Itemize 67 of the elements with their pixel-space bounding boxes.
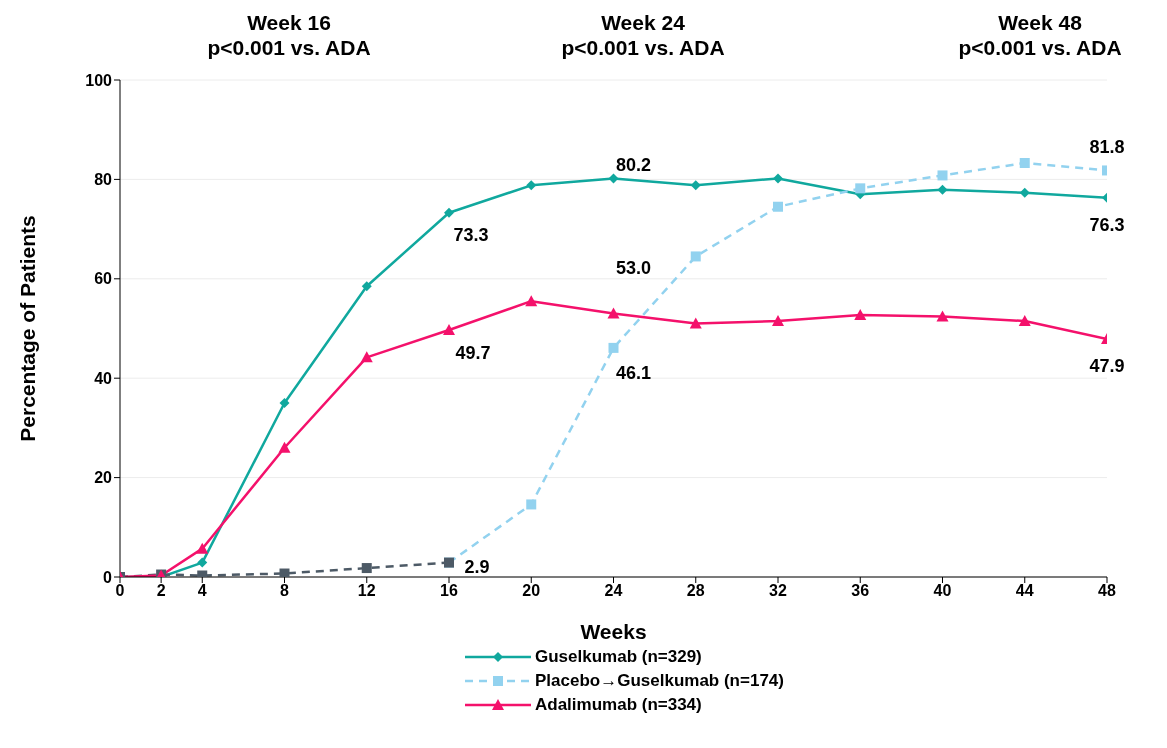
x-tick-label: 28 <box>686 582 705 600</box>
x-tick-label: 12 <box>357 582 376 600</box>
x-axis-title: Weeks <box>580 620 647 643</box>
x-tick-label: 32 <box>769 582 787 600</box>
annotation: 73.3 <box>453 225 489 246</box>
point <box>197 557 208 568</box>
point <box>937 184 948 195</box>
x-tick-label: 8 <box>280 582 290 600</box>
point <box>279 568 290 577</box>
point <box>854 309 867 321</box>
annotation: 2.9 <box>464 557 490 578</box>
point <box>278 441 291 453</box>
y-tick-label: 80 <box>94 171 113 189</box>
point <box>1019 158 1030 168</box>
annotation: 80.2 <box>615 155 652 176</box>
y-tick-label: 100 <box>85 71 113 89</box>
point <box>526 499 537 510</box>
x-tick-label: 48 <box>1098 582 1116 600</box>
point <box>196 542 209 554</box>
y-tick-label: 20 <box>94 469 113 487</box>
x-tick-label: 2 <box>156 582 166 600</box>
point <box>772 315 784 327</box>
x-tick-label: 24 <box>604 582 623 600</box>
legend-label: Placebo→Guselkumab (n=174) <box>535 671 784 691</box>
point <box>773 173 783 184</box>
text: Week 16 p<0.001 vs. ADA <box>207 11 371 59</box>
point <box>360 351 373 363</box>
legend-label: Adalimumab (n=334) <box>535 695 702 715</box>
point <box>936 310 949 322</box>
x-tick-label: 0 <box>115 582 125 600</box>
point <box>607 307 620 319</box>
point <box>525 295 538 307</box>
annotation: 47.9 <box>1089 355 1125 376</box>
x-tick-label: 36 <box>851 582 870 600</box>
point <box>608 173 619 184</box>
annotation: 81.8 <box>1089 137 1125 158</box>
y-tick-label: 60 <box>94 270 113 288</box>
point <box>361 281 372 292</box>
x-tick-label: 44 <box>1015 582 1034 600</box>
point <box>689 317 702 329</box>
point <box>855 183 866 194</box>
point <box>361 563 372 574</box>
annotation: 53.0 <box>615 258 652 279</box>
point <box>690 251 701 262</box>
point <box>937 170 948 181</box>
legend-label: Guselkumab (n=329) <box>535 647 702 667</box>
x-tick-label: 20 <box>522 582 541 600</box>
point <box>1018 315 1031 327</box>
point <box>279 398 290 409</box>
annotation: 46.1 <box>615 362 652 383</box>
text: Week 48 p<0.001 vs. ADA <box>958 11 1122 59</box>
point <box>526 180 537 191</box>
text: Week 24 p<0.001 vs. ADA <box>561 11 725 59</box>
x-tick-label: 16 <box>440 582 458 600</box>
point <box>773 201 783 212</box>
x-tick-label: 4 <box>197 582 207 600</box>
point <box>443 323 455 335</box>
point <box>690 180 701 191</box>
point <box>1019 187 1030 198</box>
annotation: 49.7 <box>455 342 491 363</box>
y-axis-title: Percentage of Patients <box>16 215 40 442</box>
point <box>444 207 454 218</box>
point <box>608 342 619 353</box>
annotation: 76.3 <box>1089 214 1125 235</box>
y-tick-label: 0 <box>103 568 113 586</box>
y-tick-label: 40 <box>94 369 113 387</box>
x-tick-label: 40 <box>933 582 952 600</box>
